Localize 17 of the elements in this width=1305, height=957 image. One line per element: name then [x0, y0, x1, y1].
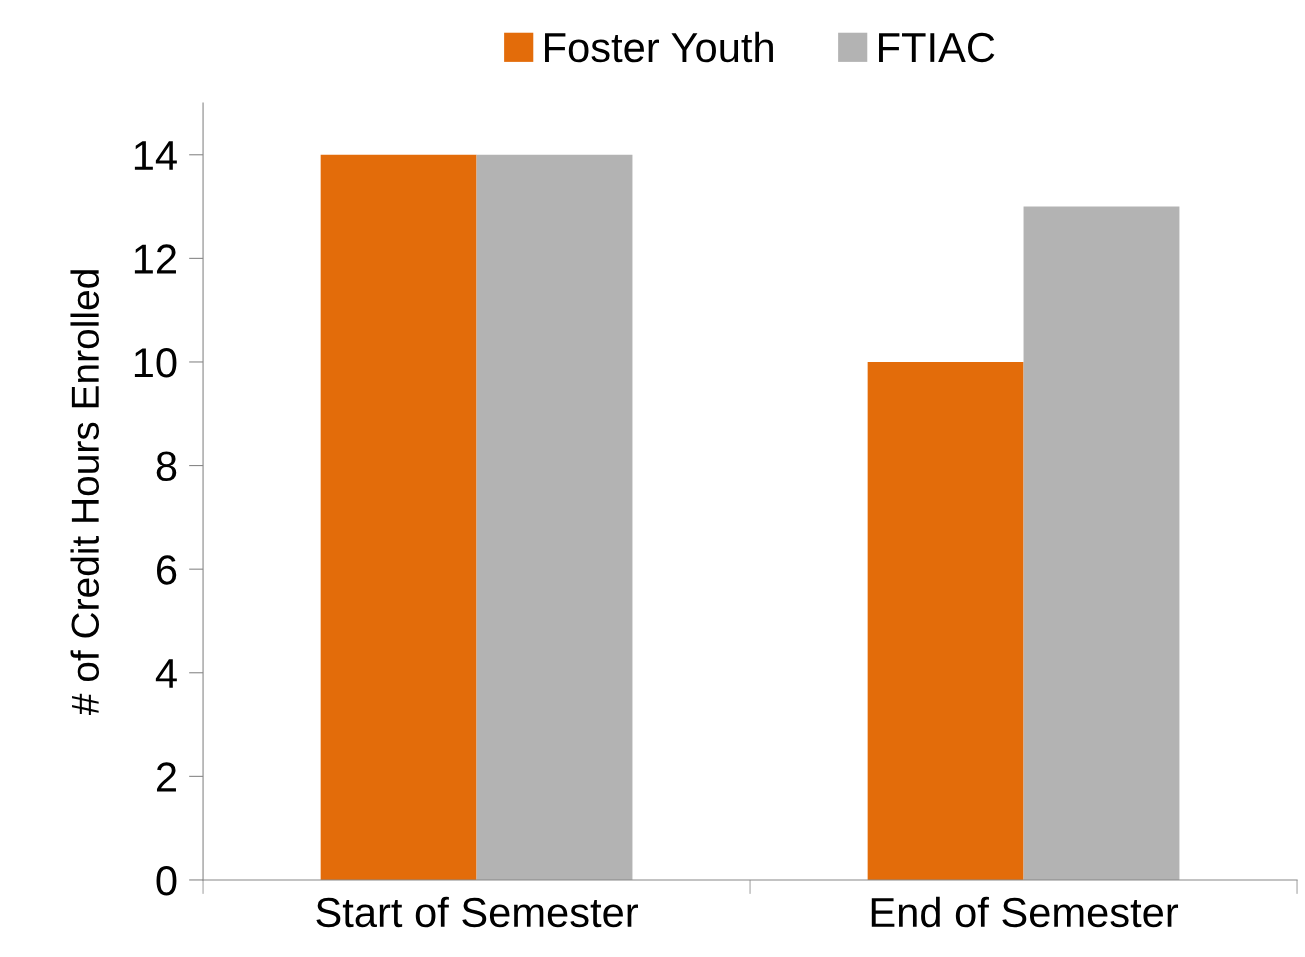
bar	[1023, 206, 1180, 880]
y-tick-label: 2	[156, 762, 176, 792]
bar	[320, 154, 477, 880]
bar	[867, 361, 1024, 880]
y-tick-label: 8	[156, 451, 177, 482]
x-tick-label: Start of Semester	[316, 896, 638, 928]
y-tick-label: 6	[157, 555, 177, 585]
y-tick-label: 4	[155, 659, 177, 688]
y-tick-label: 10	[134, 347, 177, 378]
y-axis-title: # of Credit Hours Enrolled	[70, 270, 100, 715]
bar	[476, 154, 633, 880]
legend-label: FTIAC	[879, 32, 995, 63]
y-tick-label: 0	[156, 865, 177, 896]
legend-label: Foster Youth	[545, 31, 773, 63]
y-tick-label: 12	[134, 244, 176, 274]
x-tick-label: End of Semester	[871, 896, 1179, 928]
y-tick-label: 14	[134, 141, 177, 170]
